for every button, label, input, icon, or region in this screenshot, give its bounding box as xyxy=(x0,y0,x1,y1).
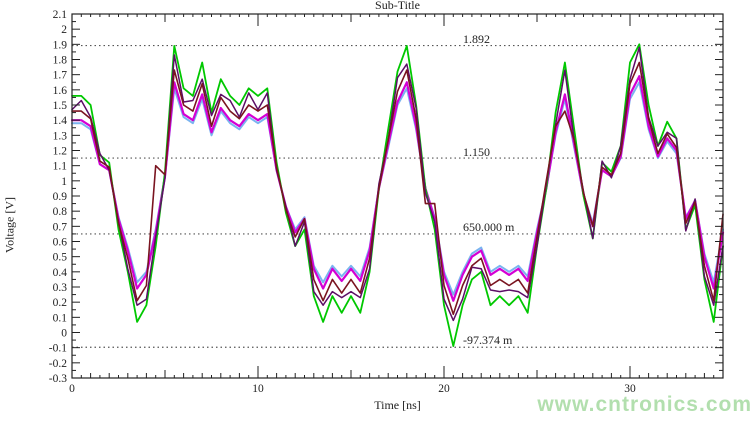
x-axis-tick-labels: 0 10 20 30 xyxy=(69,383,636,395)
svg-text:1.4: 1.4 xyxy=(53,115,68,127)
svg-text:10: 10 xyxy=(252,383,264,395)
traces xyxy=(70,43,725,348)
svg-text:0.7: 0.7 xyxy=(53,221,68,233)
trace-green xyxy=(71,43,724,348)
svg-text:1.1: 1.1 xyxy=(53,161,68,173)
svg-text:0: 0 xyxy=(61,328,67,340)
reference-lines xyxy=(72,44,723,348)
svg-text:1.8: 1.8 xyxy=(53,55,68,67)
svg-text:1.2: 1.2 xyxy=(53,146,68,158)
axis-ticks xyxy=(71,13,724,379)
svg-text:-0.2: -0.2 xyxy=(49,358,67,370)
svg-text:30: 30 xyxy=(624,383,636,395)
svg-text:1.5: 1.5 xyxy=(53,100,68,112)
y-axis-tick-labels: 2.1 2 1.9 1.8 1.7 1.6 1.5 1.4 1.3 1.2 1.1 1 0.9 0.8 0.… xyxy=(49,9,67,385)
ref-line-label-1150: 1.150 xyxy=(463,145,490,159)
chart-title: Sub-Title xyxy=(375,0,420,12)
svg-text:20: 20 xyxy=(438,383,450,395)
svg-text:0.8: 0.8 xyxy=(53,206,68,218)
trace-maroon xyxy=(71,61,724,316)
svg-text:0.5: 0.5 xyxy=(53,252,68,264)
svg-text:1: 1 xyxy=(61,176,67,188)
watermark-text: www.cntronics.com xyxy=(537,393,752,416)
svg-text:0.9: 0.9 xyxy=(53,191,68,203)
svg-text:2: 2 xyxy=(61,24,67,36)
svg-text:0: 0 xyxy=(69,383,75,395)
svg-text:-0.3: -0.3 xyxy=(49,373,67,385)
ref-line-label-1892: 1.892 xyxy=(463,32,490,46)
trace-purple xyxy=(71,46,724,322)
svg-text:1.9: 1.9 xyxy=(53,39,68,51)
ref-line-label-neg97m: -97.374 m xyxy=(463,333,513,347)
svg-text:-0.1: -0.1 xyxy=(49,343,67,355)
svg-text:2.1: 2.1 xyxy=(53,9,68,21)
ref-line-label-650m: 650.000 m xyxy=(463,220,515,234)
svg-text:1.7: 1.7 xyxy=(53,70,68,82)
svg-text:1.6: 1.6 xyxy=(53,85,68,97)
svg-text:1.3: 1.3 xyxy=(53,130,68,142)
svg-text:0.6: 0.6 xyxy=(53,237,68,249)
plot-frame xyxy=(71,13,724,379)
svg-text:0.2: 0.2 xyxy=(53,297,68,309)
svg-text:0.4: 0.4 xyxy=(53,267,68,279)
svg-text:0.1: 0.1 xyxy=(53,312,68,324)
y-axis-title: Voltage [V] xyxy=(2,196,17,254)
x-axis-title: Time [ns] xyxy=(374,398,421,412)
svg-text:0.3: 0.3 xyxy=(53,282,68,294)
